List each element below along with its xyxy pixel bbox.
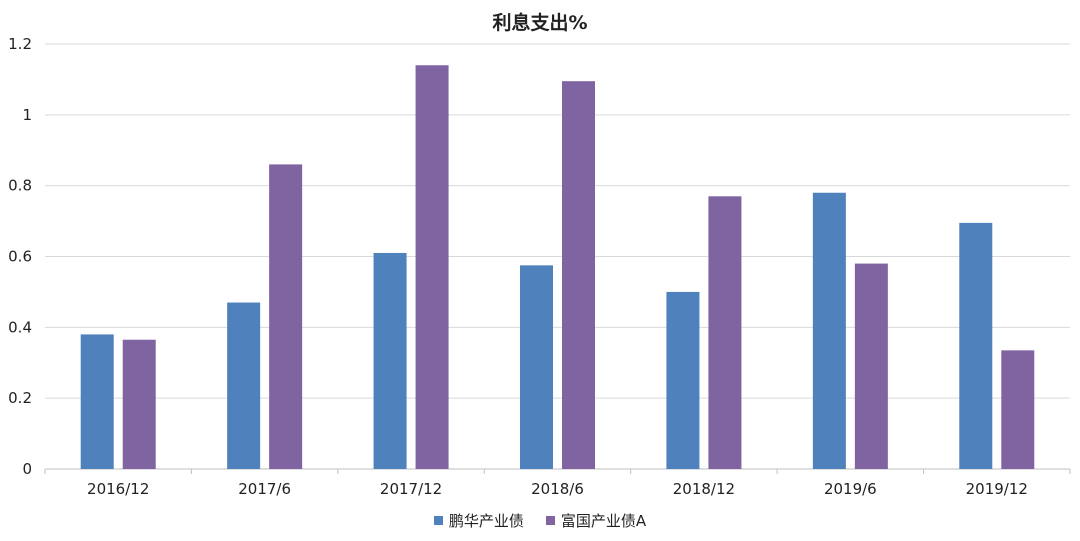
chart-title: 利息支出% [492, 12, 588, 34]
bar-1-2017-12 [373, 252, 407, 469]
y-tick-label: 0.4 [8, 318, 32, 336]
legend-item-series-2: 富国产业债A [545, 510, 647, 531]
bar-1-2019-12 [959, 222, 993, 469]
bar-2-2017-12 [415, 65, 449, 469]
y-tick-label: 0.2 [8, 389, 32, 407]
x-tick-label: 2019/12 [966, 480, 1028, 498]
x-tick-label: 2018/12 [673, 480, 735, 498]
bar-2-2019-12 [1001, 350, 1035, 469]
bar-1-2017-6 [227, 302, 261, 469]
x-tick-label: 2017/12 [380, 480, 442, 498]
y-tick-label: 0.6 [8, 248, 32, 266]
y-tick-label: 1 [22, 106, 32, 124]
bar-1-2018-12 [666, 291, 700, 469]
legend-label-series-2: 富国产业债A [560, 512, 647, 530]
y-tick-label: 1.2 [8, 35, 32, 53]
bar-2-2018-12 [708, 196, 742, 469]
legend-label-series-1: 鹏华产业债 [448, 512, 524, 530]
bar-2-2018-6 [562, 81, 595, 469]
bar-1-2019-6 [812, 192, 846, 469]
x-tick-label: 2018/6 [531, 480, 584, 498]
x-tick-label: 2017/6 [238, 480, 291, 498]
x-tick-label: 2019/6 [824, 480, 877, 498]
legend-swatch-series-2 [545, 516, 555, 525]
x-tick-label: 2016/12 [87, 480, 149, 498]
legend-swatch-series-1 [433, 516, 443, 525]
bar-2-2017-6 [269, 164, 303, 469]
legend-item-series-1: 鹏华产业债 [433, 510, 524, 531]
y-tick-label: 0.8 [8, 177, 32, 195]
bar-1-2016-12 [80, 334, 114, 469]
y-tick-label: 0 [22, 460, 32, 478]
legend: 鹏华产业债 富国产业债A [0, 510, 1080, 531]
bar-1-2018-6 [520, 265, 553, 469]
bar-2-2019-6 [854, 263, 888, 469]
bar-2-2016-12 [122, 339, 156, 469]
